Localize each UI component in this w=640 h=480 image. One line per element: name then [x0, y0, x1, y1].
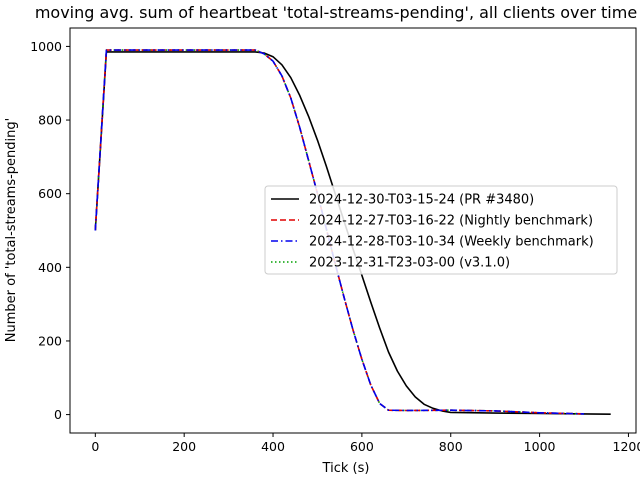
- y-tick-label: 800: [38, 113, 62, 128]
- plot-frame: [69, 27, 637, 434]
- x-tick-label: 200: [172, 439, 196, 454]
- y-tick-label: 0: [54, 407, 62, 422]
- legend-label: 2024-12-27-T03-16-22 (Nightly benchmark): [309, 214, 593, 229]
- x-tick-label: 600: [350, 439, 374, 454]
- x-tick-label: 800: [439, 439, 463, 454]
- y-axis-label: Number of 'total-streams-pending': [4, 118, 19, 342]
- legend-label: 2023-12-31-T23-03-00 (v3.1.0): [309, 256, 510, 271]
- legend-label: 2024-12-28-T03-10-34 (Weekly benchmark): [309, 235, 594, 250]
- x-tick-label: 1000: [524, 439, 556, 454]
- legend-box: [264, 185, 618, 275]
- x-tick-label: 400: [261, 439, 285, 454]
- y-tick-label: 400: [38, 260, 62, 275]
- chart-title: moving avg. sum of heartbeat 'total-stre…: [35, 3, 637, 22]
- legend: 2024-12-30-T03-15-24 (PR #3480) 2024-12-2…: [264, 185, 618, 275]
- x-axis-label: Tick (s): [322, 461, 370, 476]
- y-axis-ticks: 0 200 400 600 800 1000: [30, 39, 70, 422]
- y-tick-label: 200: [38, 333, 62, 348]
- y-tick-label: 1000: [30, 39, 62, 54]
- legend-label: 2024-12-30-T03-15-24 (PR #3480): [309, 193, 534, 208]
- x-tick-label: 0: [91, 439, 99, 454]
- y-tick-label: 600: [38, 186, 62, 201]
